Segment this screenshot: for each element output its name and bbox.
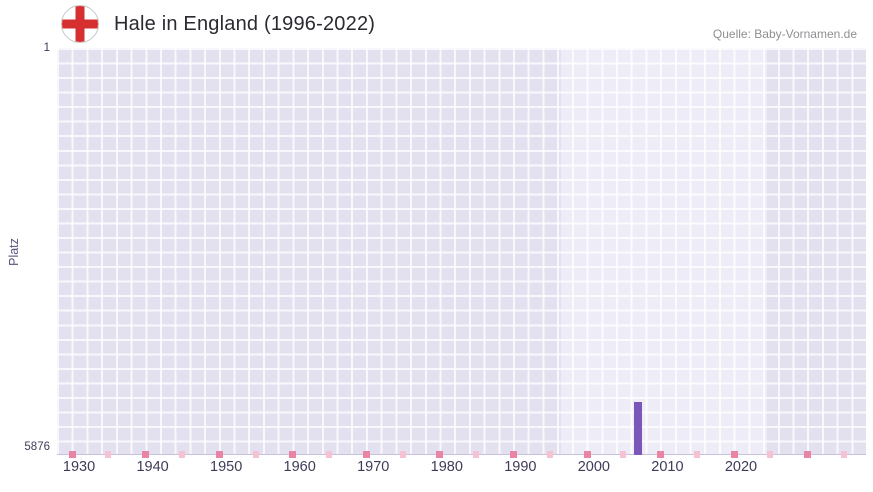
axis-mark-2034	[840, 451, 847, 458]
axis-mark-2004	[620, 451, 627, 458]
x-tick-1990: 1990	[504, 459, 537, 475]
axis-mark-1954	[252, 451, 259, 458]
axis-mark-1989	[509, 451, 517, 458]
gridlines	[57, 48, 866, 455]
england-flag-icon	[61, 5, 99, 43]
x-axis-ticks: 1930 1940 1950 1960 1970 1980 1990 2000 2010 2020	[57, 459, 866, 481]
x-tick-1950: 1950	[210, 459, 243, 475]
axis-mark-1974	[399, 451, 406, 458]
y-tick-bottom: 5876	[24, 441, 50, 453]
axis-mark-2029	[804, 451, 812, 458]
axis-mark-2014	[693, 451, 700, 458]
axis-mark-1999	[583, 451, 591, 458]
x-tick-2000: 2000	[577, 459, 610, 475]
y-axis-label: Platz	[7, 238, 21, 266]
plot-area	[57, 48, 866, 458]
axis-mark-1959	[289, 451, 297, 458]
x-tick-1980: 1980	[430, 459, 463, 475]
axis-mark-1964	[326, 451, 333, 458]
x-tick-2010: 2010	[651, 459, 684, 475]
axis-mark-1969	[362, 451, 370, 458]
axis-mark-1934	[105, 451, 112, 458]
axis-mark-1984	[473, 451, 480, 458]
x-axis-line	[57, 454, 866, 455]
axis-mark-1949	[215, 451, 223, 458]
x-tick-1930: 1930	[62, 459, 96, 475]
axis-mark-1929	[68, 451, 76, 458]
x-tick-1940: 1940	[136, 459, 169, 475]
axis-mark-1939	[142, 451, 150, 458]
x-tick-1960: 1960	[283, 459, 316, 475]
flag-cross-horizontal	[62, 19, 98, 29]
source-credit: Quelle: Baby-Vornamen.de	[712, 27, 857, 41]
axis-mark-1979	[436, 451, 444, 458]
x-tick-2020: 2020	[724, 459, 758, 475]
chart-title: Hale in England (1996-2022)	[114, 13, 376, 35]
axis-mark-2019	[730, 451, 738, 458]
axis-mark-1944	[179, 451, 186, 458]
axis-mark-2024	[767, 451, 774, 458]
axis-mark-1994	[546, 451, 553, 458]
y-tick-top: 1	[43, 42, 50, 54]
axis-mark-2009	[657, 451, 665, 458]
x-tick-1970: 1970	[357, 459, 390, 475]
rank-bar-2006	[633, 401, 643, 455]
